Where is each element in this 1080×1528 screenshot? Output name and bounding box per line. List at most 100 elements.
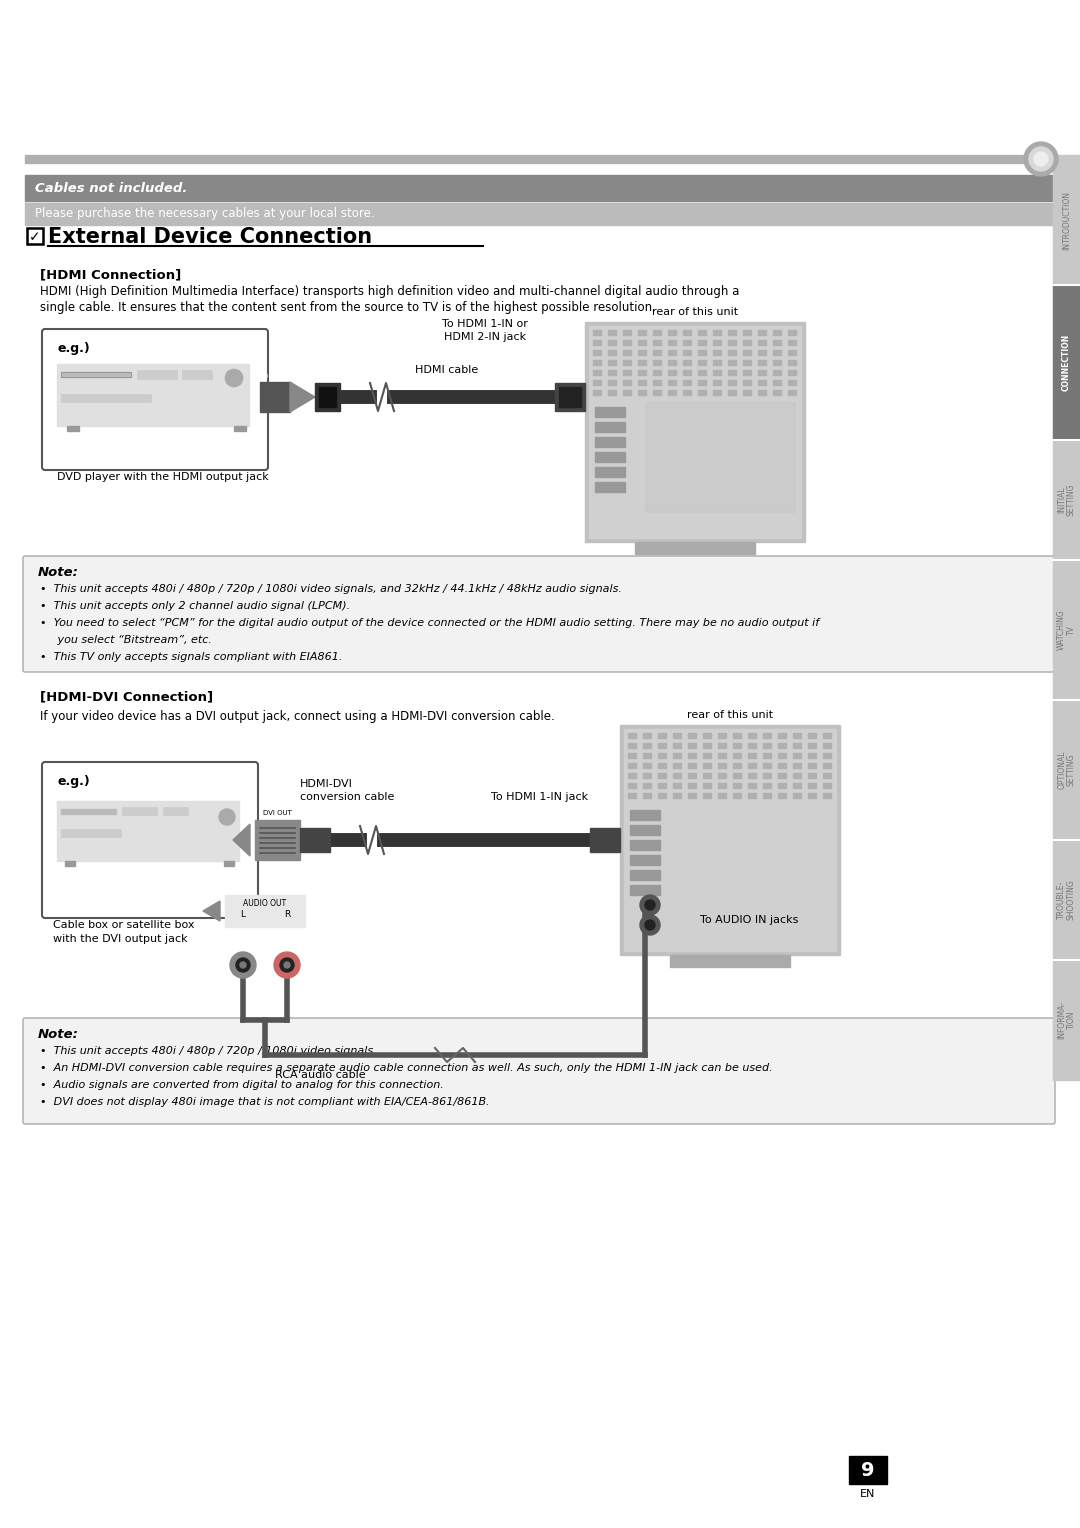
Bar: [1053, 154, 1080, 286]
Bar: [670, 955, 789, 967]
Bar: [788, 380, 796, 385]
Polygon shape: [645, 402, 795, 512]
Bar: [60, 830, 121, 837]
Bar: [643, 753, 651, 758]
Bar: [778, 782, 786, 788]
Bar: [793, 743, 801, 749]
Bar: [788, 390, 796, 396]
Bar: [623, 350, 631, 354]
Bar: [593, 380, 600, 385]
Circle shape: [1024, 142, 1058, 176]
Bar: [808, 743, 816, 749]
Bar: [1053, 700, 1080, 840]
Bar: [630, 810, 660, 821]
Polygon shape: [203, 902, 220, 921]
Bar: [703, 743, 711, 749]
Bar: [823, 773, 831, 778]
Bar: [627, 733, 636, 738]
Circle shape: [230, 952, 256, 978]
Text: OPTIONAL
SETTING: OPTIONAL SETTING: [1057, 750, 1076, 790]
Bar: [718, 733, 726, 738]
Bar: [743, 380, 751, 385]
Bar: [669, 370, 676, 374]
Bar: [793, 793, 801, 798]
Bar: [25, 203, 1053, 225]
Bar: [808, 782, 816, 788]
Text: L: L: [241, 911, 245, 918]
Bar: [748, 743, 756, 749]
Bar: [60, 371, 131, 377]
Bar: [1053, 840, 1080, 960]
Circle shape: [225, 368, 243, 387]
Bar: [595, 468, 625, 477]
Bar: [743, 330, 751, 335]
Bar: [793, 733, 801, 738]
Bar: [713, 350, 721, 354]
Bar: [658, 733, 666, 738]
Bar: [673, 773, 681, 778]
Bar: [595, 481, 625, 492]
Circle shape: [240, 963, 246, 969]
Bar: [653, 330, 661, 335]
Bar: [630, 856, 660, 865]
Bar: [778, 743, 786, 749]
Bar: [627, 782, 636, 788]
Bar: [630, 885, 660, 895]
FancyBboxPatch shape: [42, 329, 268, 471]
Bar: [733, 753, 741, 758]
Bar: [669, 330, 676, 335]
Bar: [653, 350, 661, 354]
Bar: [808, 793, 816, 798]
Bar: [627, 773, 636, 778]
FancyBboxPatch shape: [23, 556, 1055, 672]
Bar: [1053, 559, 1080, 700]
Bar: [703, 753, 711, 758]
Bar: [225, 895, 305, 927]
Bar: [778, 762, 786, 769]
Bar: [65, 860, 75, 866]
Bar: [653, 390, 661, 396]
Bar: [635, 542, 755, 555]
Bar: [638, 390, 646, 396]
Bar: [593, 330, 600, 335]
Bar: [608, 350, 616, 354]
Bar: [808, 762, 816, 769]
Text: ✓: ✓: [29, 231, 41, 244]
Text: e.g.): e.g.): [57, 342, 90, 354]
Bar: [778, 733, 786, 738]
Bar: [823, 743, 831, 749]
Bar: [718, 743, 726, 749]
Bar: [758, 341, 766, 345]
Bar: [718, 793, 726, 798]
Bar: [748, 762, 756, 769]
Text: •  This unit accepts only 2 channel audio signal (LPCM).: • This unit accepts only 2 channel audio…: [40, 601, 350, 611]
Bar: [643, 762, 651, 769]
Bar: [638, 380, 646, 385]
Bar: [653, 380, 661, 385]
Bar: [623, 341, 631, 345]
Circle shape: [640, 895, 660, 915]
Text: HDMI cable: HDMI cable: [416, 365, 478, 374]
Text: To HDMI 1-IN jack: To HDMI 1-IN jack: [491, 792, 589, 802]
Text: INTRODUCTION: INTRODUCTION: [1062, 191, 1071, 249]
Bar: [1053, 286, 1080, 440]
Bar: [713, 370, 721, 374]
Bar: [758, 370, 766, 374]
Bar: [163, 807, 188, 814]
Bar: [300, 828, 330, 853]
Bar: [630, 825, 660, 834]
Bar: [698, 330, 706, 335]
Bar: [623, 390, 631, 396]
Circle shape: [284, 963, 291, 969]
Bar: [762, 773, 771, 778]
Text: rear of this unit: rear of this unit: [687, 711, 773, 720]
Bar: [643, 743, 651, 749]
Bar: [630, 840, 660, 850]
Bar: [683, 341, 691, 345]
Bar: [653, 370, 661, 374]
Text: 9: 9: [861, 1461, 875, 1479]
Bar: [638, 330, 646, 335]
Bar: [658, 793, 666, 798]
Bar: [793, 773, 801, 778]
Text: rear of this unit: rear of this unit: [652, 307, 738, 316]
